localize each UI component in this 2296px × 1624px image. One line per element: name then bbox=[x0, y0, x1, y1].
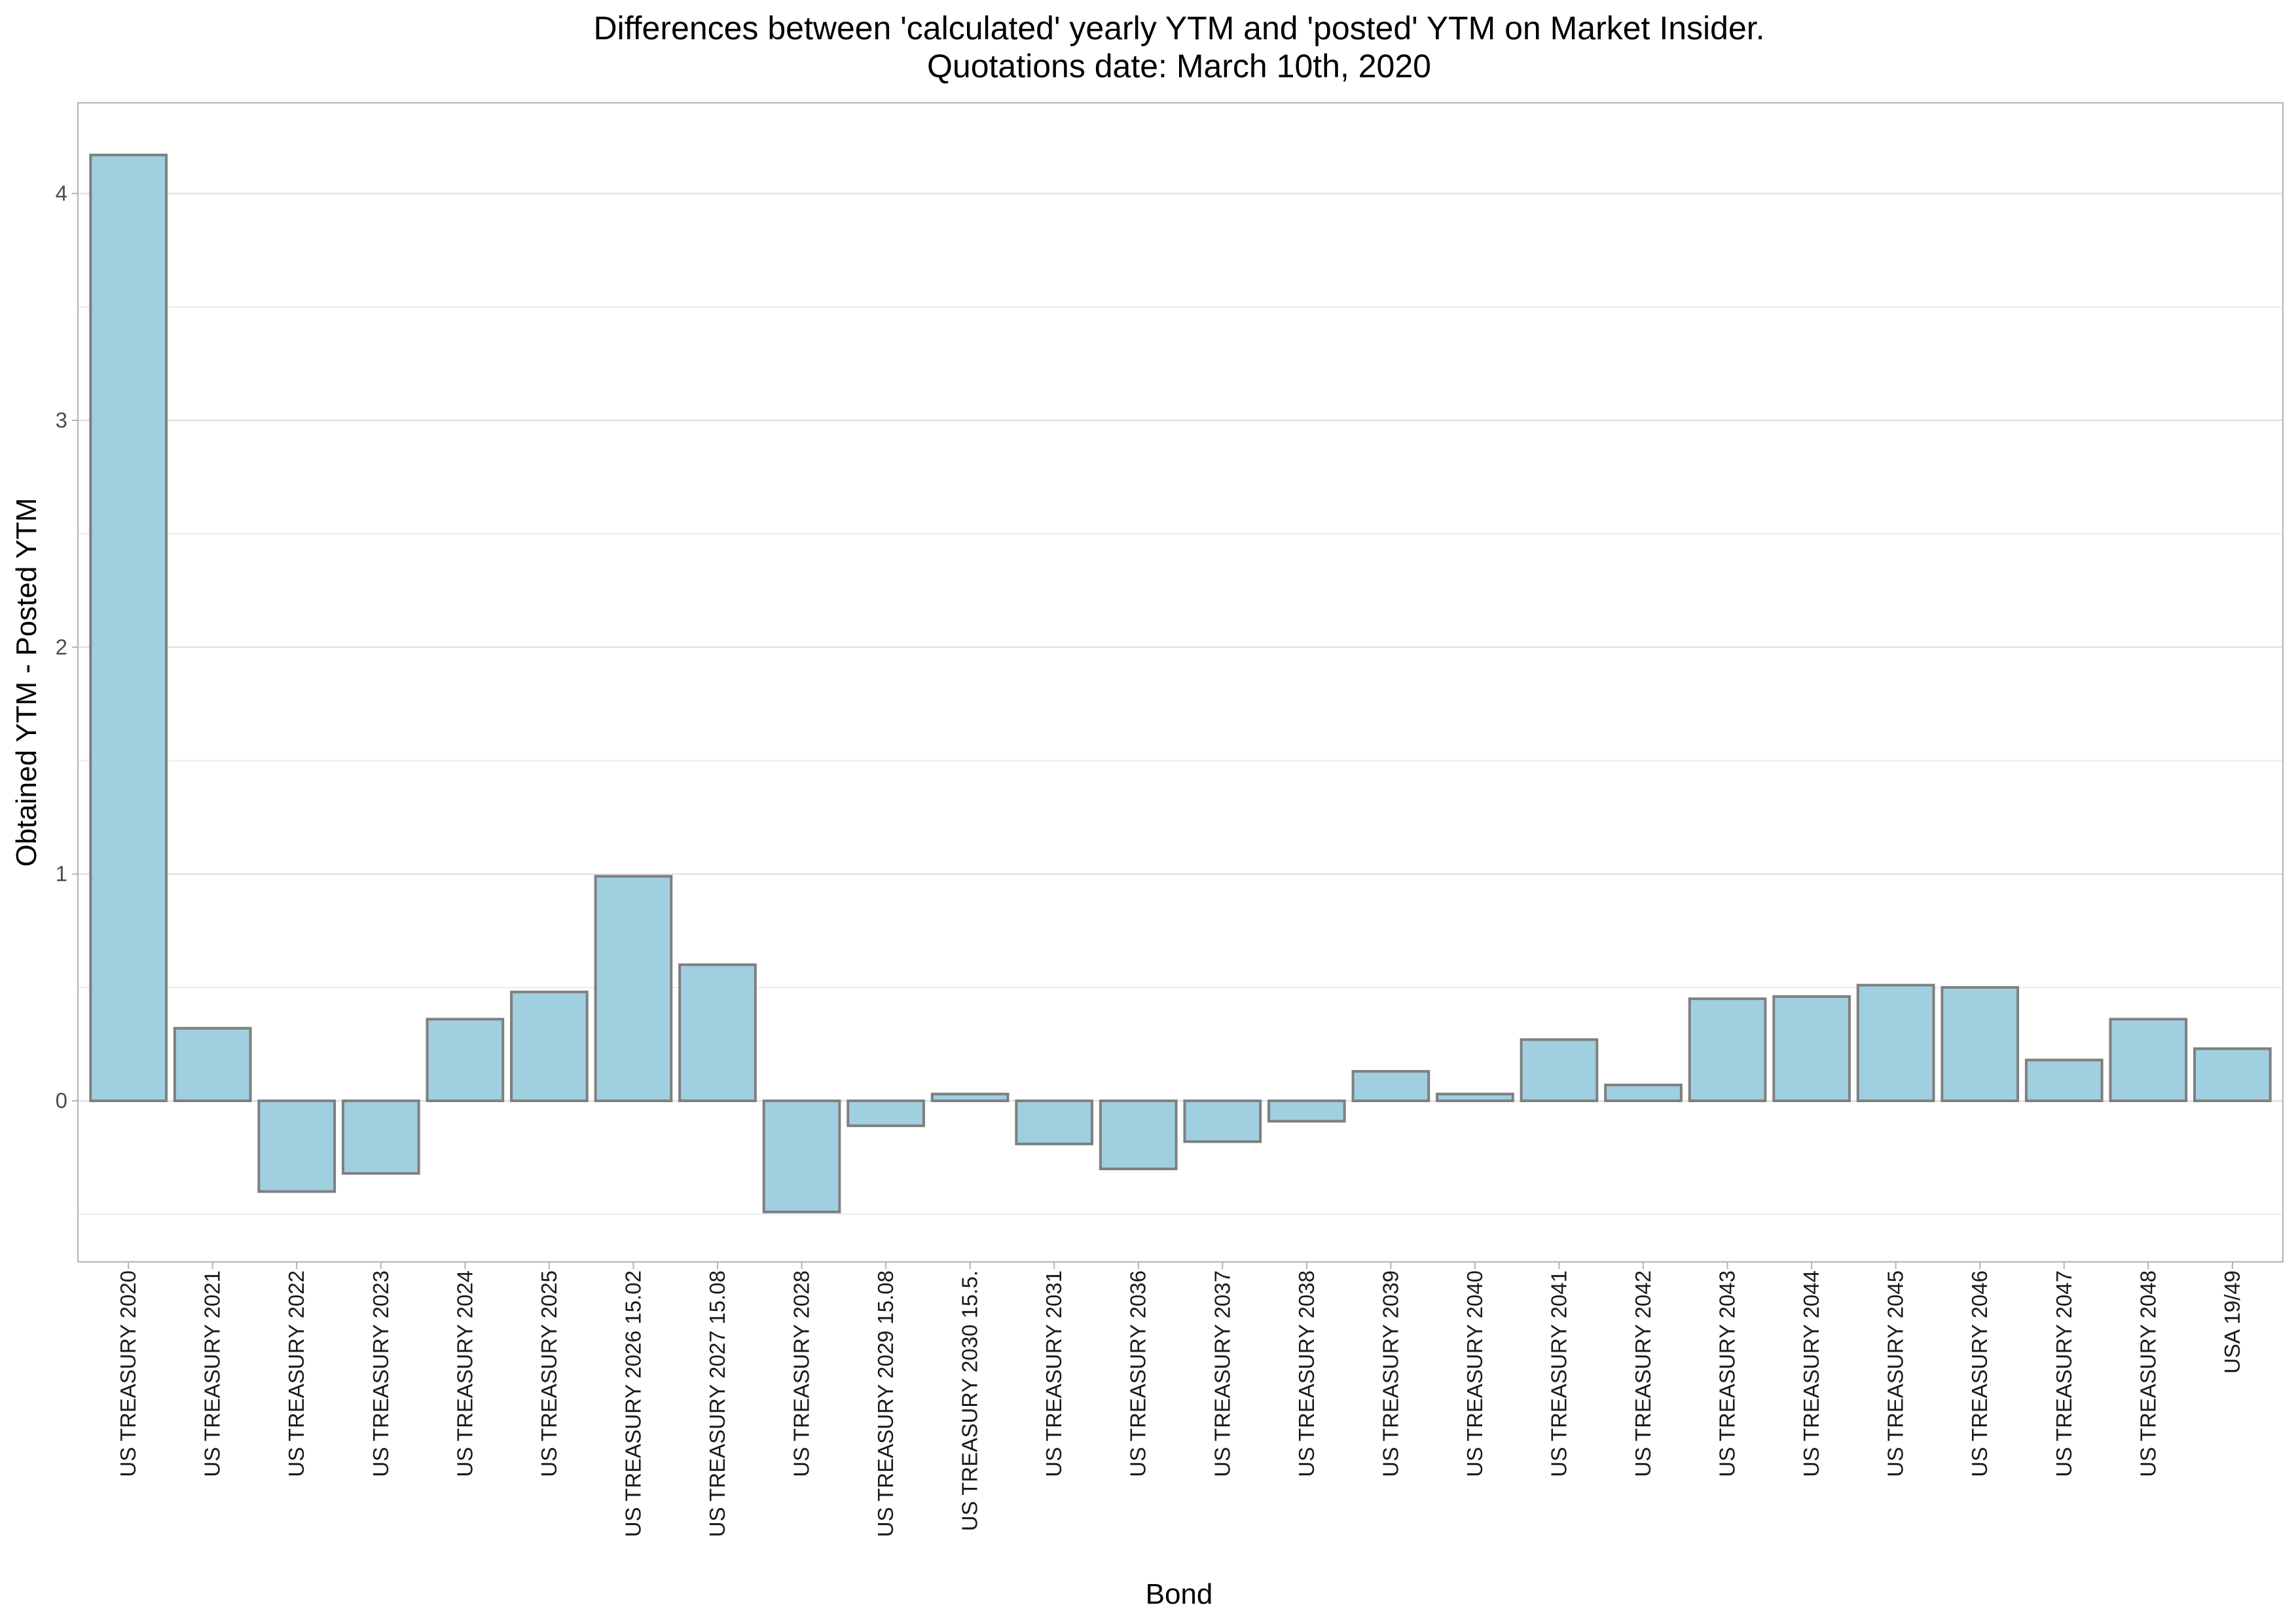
y-tick-label: 3 bbox=[56, 408, 67, 432]
bar bbox=[1267, 1099, 1346, 1123]
bar bbox=[2109, 1018, 2188, 1103]
x-axis-title: Bond bbox=[1146, 1578, 1213, 1610]
y-axis: 0 1 2 3 4 bbox=[56, 181, 78, 1113]
bar bbox=[173, 1027, 252, 1103]
bar bbox=[1436, 1092, 1514, 1103]
bar bbox=[1520, 1038, 1599, 1103]
x-tick-label: US TREASURY 2023 bbox=[369, 1270, 393, 1477]
bar bbox=[2193, 1047, 2272, 1103]
y-tick-label: 1 bbox=[56, 862, 67, 886]
x-tick-label: US TREASURY 2043 bbox=[1715, 1270, 1740, 1477]
x-tick-label: US TREASURY 2027 15.08 bbox=[705, 1270, 729, 1537]
bar bbox=[2024, 1058, 2104, 1103]
x-tick-label: US TREASURY 2021 bbox=[200, 1270, 225, 1477]
x-tick-label: US TREASURY 2037 bbox=[1210, 1270, 1234, 1477]
bar bbox=[1772, 995, 1851, 1103]
chart-title: Differences between 'calculated' yearly … bbox=[593, 10, 1764, 46]
bar bbox=[1183, 1099, 1262, 1143]
x-tick-label: US TREASURY 2042 bbox=[1631, 1270, 1655, 1477]
bar bbox=[89, 153, 168, 1103]
x-tick-label: US TREASURY 2046 bbox=[1967, 1270, 1992, 1477]
x-tick-label: US TREASURY 2044 bbox=[1799, 1270, 1823, 1477]
x-tick-label: US TREASURY 2028 bbox=[790, 1270, 814, 1477]
bar bbox=[341, 1099, 420, 1175]
bar bbox=[1351, 1070, 1430, 1103]
x-tick-label: US TREASURY 2024 bbox=[452, 1270, 477, 1477]
y-tick-label: 2 bbox=[56, 635, 67, 659]
bar bbox=[1856, 984, 1935, 1103]
y-axis-title: Obtained YTM - Posted YTM bbox=[10, 498, 43, 866]
x-tick-label: US TREASURY 2029 15.08 bbox=[873, 1270, 898, 1537]
bar bbox=[678, 963, 757, 1103]
bar bbox=[1941, 986, 2020, 1103]
bar bbox=[1099, 1099, 1178, 1170]
x-axis: US TREASURY 2020 US TREASURY 2021 US TREAS… bbox=[116, 1262, 2244, 1537]
bar bbox=[847, 1099, 925, 1128]
bar bbox=[426, 1018, 505, 1103]
x-tick-label: US TREASURY 2038 bbox=[1294, 1270, 1319, 1477]
x-tick-label: US TREASURY 2045 bbox=[1884, 1270, 1908, 1477]
bar bbox=[1604, 1083, 1683, 1103]
bar bbox=[510, 990, 589, 1103]
x-tick-label: US TREASURY 2026 15.02 bbox=[621, 1270, 645, 1537]
x-tick-label: US TREASURY 2030 15.5. bbox=[958, 1270, 982, 1531]
bar bbox=[1015, 1099, 1094, 1145]
x-tick-label: US TREASURY 2020 bbox=[116, 1270, 140, 1477]
x-tick-label: US TREASURY 2041 bbox=[1546, 1270, 1571, 1477]
x-tick-label: USA 19/49 bbox=[2220, 1270, 2244, 1374]
x-tick-label: US TREASURY 2022 bbox=[284, 1270, 308, 1477]
bar bbox=[930, 1092, 1010, 1103]
bars bbox=[89, 153, 2272, 1213]
chart-subtitle: Quotations date: March 10th, 2020 bbox=[927, 48, 1431, 84]
x-tick-label: US TREASURY 2039 bbox=[1378, 1270, 1402, 1477]
y-tick-label: 4 bbox=[56, 181, 67, 206]
x-tick-label: US TREASURY 2025 bbox=[537, 1270, 561, 1477]
x-tick-label: US TREASURY 2031 bbox=[1042, 1270, 1066, 1477]
bar bbox=[762, 1099, 841, 1213]
plot-panel-border bbox=[77, 102, 2284, 1263]
x-tick-label: US TREASURY 2036 bbox=[1126, 1270, 1150, 1477]
x-tick-label: US TREASURY 2048 bbox=[2136, 1270, 2160, 1477]
bar bbox=[594, 875, 673, 1103]
y-tick-label: 0 bbox=[56, 1088, 67, 1113]
bar bbox=[1688, 997, 1767, 1103]
x-tick-label: US TREASURY 2040 bbox=[1463, 1270, 1487, 1477]
x-tick-label: US TREASURY 2047 bbox=[2052, 1270, 2076, 1477]
bar bbox=[257, 1099, 337, 1193]
